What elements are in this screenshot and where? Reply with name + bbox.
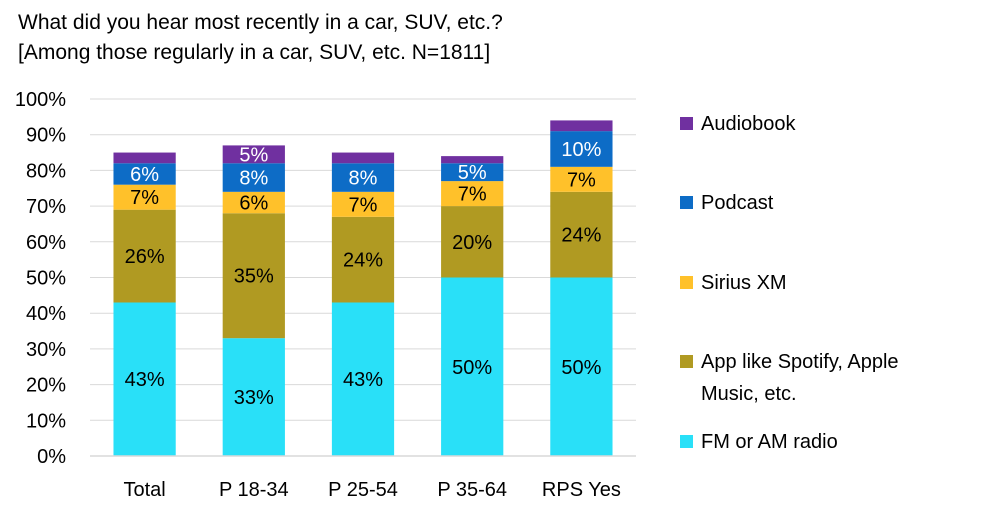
data-label: 24% — [343, 250, 383, 272]
y-axis: 0% 10% 20% 30% 40% 50% 60% 70% 80% 90% 100% — [15, 89, 66, 468]
x-tick-label: P 18-34 — [219, 479, 289, 501]
data-label: 43% — [125, 369, 165, 391]
bar-segment — [331, 302, 395, 456]
data-label: 50% — [561, 357, 601, 379]
legend-item: App like Spotify, Apple Music, etc. — [680, 351, 899, 405]
data-label: 50% — [452, 357, 492, 379]
data-label: 35% — [234, 266, 274, 288]
chart-title-line1: What did you hear most recently in a car… — [18, 11, 503, 34]
bar-segment — [550, 131, 613, 167]
data-label: 26% — [125, 246, 165, 268]
bar-segment — [441, 277, 504, 456]
legend: Audiobook Podcast Sirius XM App like Spotif… — [680, 113, 899, 453]
y-tick-label: 10% — [26, 410, 66, 432]
bar-segment — [550, 166, 613, 192]
bar-segment — [331, 191, 395, 217]
bar-segment — [550, 191, 613, 278]
bar-segment — [222, 191, 285, 214]
bar-segment — [441, 163, 504, 182]
bar-segment — [222, 338, 285, 456]
legend-swatch — [680, 276, 693, 289]
bar-segment — [550, 277, 613, 456]
legend-label: Sirius XM — [701, 272, 787, 294]
bar-segment — [441, 156, 504, 164]
x-tick-label: P 35-64 — [437, 479, 507, 501]
bar-segment — [222, 145, 285, 164]
data-label: 8% — [239, 168, 268, 190]
bars: 43%26%7%6%33%35%6%8%5%43%24%7%8%50%20%7%… — [113, 120, 613, 456]
bar-segment — [113, 184, 176, 210]
data-label: 20% — [452, 232, 492, 254]
y-tick-label: 80% — [26, 160, 66, 182]
legend-swatch — [680, 435, 693, 448]
bar-segment — [441, 181, 504, 207]
data-label: 7% — [349, 194, 378, 216]
y-tick-label: 60% — [26, 232, 66, 254]
data-label: 7% — [567, 169, 596, 191]
data-label: 8% — [349, 168, 378, 190]
data-label: 33% — [234, 387, 274, 409]
bar-segment — [441, 206, 504, 278]
data-label: 5% — [239, 144, 268, 166]
legend-label: FM or AM radio — [701, 431, 838, 453]
legend-item: Podcast — [680, 192, 774, 214]
data-label: 43% — [343, 369, 383, 391]
data-label: 7% — [130, 187, 159, 209]
bar-segment — [222, 163, 285, 192]
bar-stack: 50% 20% 7%5% — [441, 156, 504, 456]
bar-stack: 50% 24% 7% 10% — [550, 120, 613, 456]
legend-item: FM or AM radio — [680, 431, 838, 453]
data-label: 6% — [239, 193, 268, 215]
bar-segment — [113, 209, 176, 303]
y-tick-label: 90% — [26, 125, 66, 147]
y-tick-label: 30% — [26, 339, 66, 361]
legend-swatch — [680, 355, 693, 368]
data-label: 7% — [458, 184, 487, 206]
data-label: 6% — [130, 164, 159, 186]
data-label: 10% — [561, 139, 601, 161]
bar-stack: 43% 24% 7% 8% — [331, 152, 395, 456]
y-tick-label: 0% — [37, 446, 66, 468]
x-tick-label: P 25-54 — [328, 479, 398, 501]
y-tick-label: 20% — [26, 375, 66, 397]
x-tick-label: RPS Yes — [542, 479, 621, 501]
legend-swatch — [680, 196, 693, 209]
bar-segment — [331, 152, 395, 164]
legend-label: Audiobook — [701, 113, 797, 135]
bar-segment — [113, 302, 176, 456]
legend-label: Podcast — [701, 192, 774, 214]
data-label: 5% — [458, 162, 487, 184]
bar-segment — [331, 216, 395, 303]
legend-item: Sirius XM — [680, 272, 787, 294]
bar-segment — [550, 120, 613, 132]
legend-swatch — [680, 117, 693, 130]
bar-segment — [222, 213, 285, 339]
bar-stack: 33% 35% 6% 8%5% — [222, 144, 285, 456]
legend-label: App like Spotify, Apple Music, etc. — [701, 351, 899, 405]
legend-item: Audiobook — [680, 113, 797, 135]
bar-segment — [113, 152, 176, 164]
bar-stack: 43% 26% 7%6% — [113, 152, 176, 456]
y-tick-label: 70% — [26, 196, 66, 218]
y-tick-label: 40% — [26, 303, 66, 325]
x-tick-label: Total — [123, 479, 165, 501]
y-tick-label: 100% — [15, 89, 66, 111]
x-axis: Total P 18-34 P 25-54 P 35-64 RPS Yes — [90, 455, 636, 501]
bar-segment — [113, 163, 176, 185]
y-tick-label: 50% — [26, 268, 66, 290]
chart-title: What did you hear most recently in a car… — [18, 8, 503, 68]
data-label: 24% — [561, 225, 601, 247]
chart-subtitle: [Among those regularly in a car, SUV, et… — [18, 41, 491, 64]
bar-segment — [331, 163, 395, 192]
